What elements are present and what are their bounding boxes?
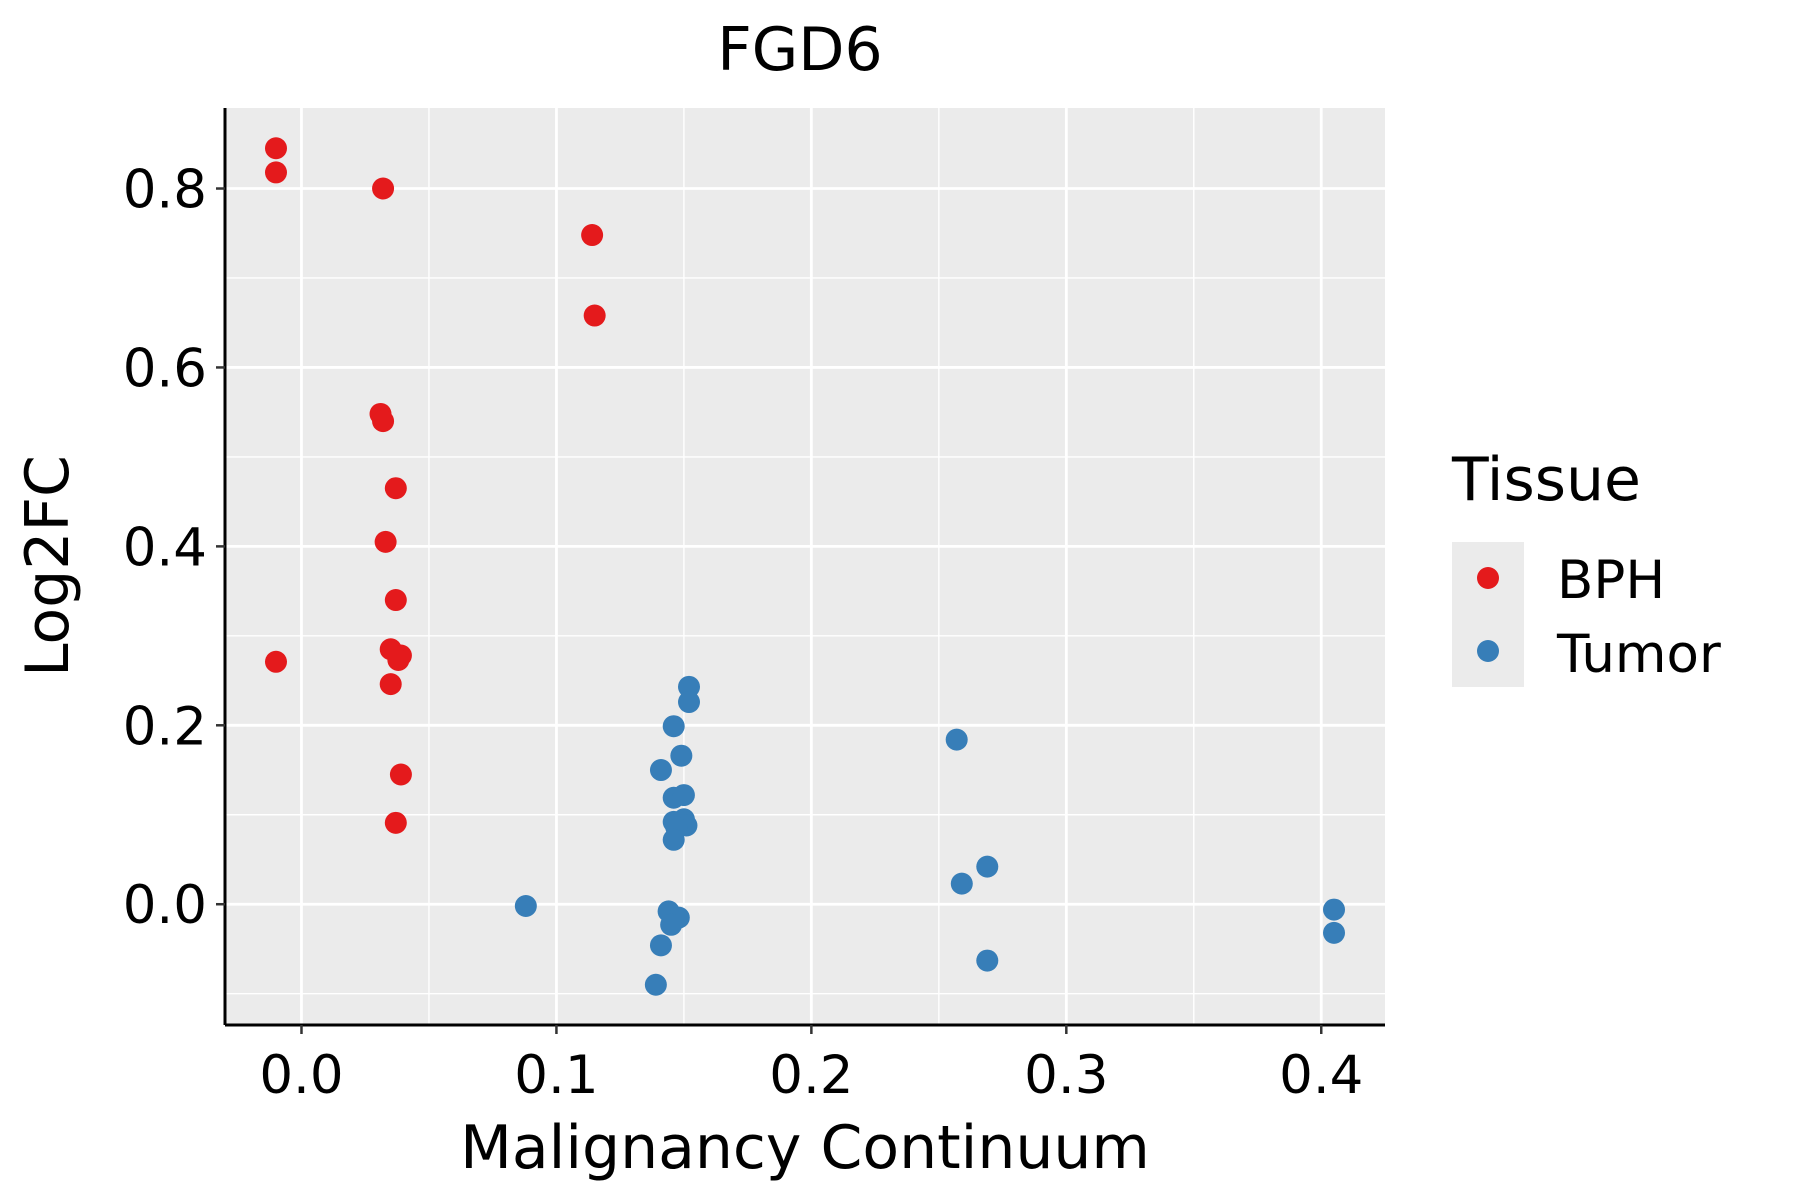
point-bph (372, 177, 395, 200)
point-tumor (649, 759, 672, 782)
legend: Tissue BPH Tumor (1451, 445, 1721, 687)
point-bph (372, 410, 395, 433)
point-bph (581, 224, 604, 247)
grid-lines (225, 108, 1385, 1025)
point-tumor (678, 675, 700, 698)
point-tumor (662, 715, 685, 738)
x-tick-label: 0.0 (259, 1045, 343, 1106)
x-tick-label: 0.3 (1024, 1045, 1108, 1106)
point-tumor (1323, 898, 1346, 921)
point-bph (264, 650, 287, 673)
point-tumor (1323, 921, 1346, 944)
point-tumor (670, 744, 693, 767)
y-axis-title: Log2FC (13, 455, 83, 677)
x-tick-label: 0.2 (769, 1045, 853, 1106)
point-tumor (976, 949, 999, 972)
y-tick-label: 0.6 (123, 338, 207, 399)
data-points (264, 137, 1346, 996)
point-bph (379, 673, 402, 696)
series-bph (264, 137, 606, 834)
legend-key-bph (1477, 567, 1499, 589)
x-tick-label: 0.4 (1279, 1045, 1363, 1106)
y-tick-label: 0.8 (123, 160, 207, 221)
point-bph (387, 648, 410, 671)
series-tumor (514, 675, 1346, 996)
point-bph (374, 530, 397, 553)
y-tick-label: 0.4 (123, 517, 207, 578)
point-tumor (672, 784, 695, 807)
chart-title: FGD6 (717, 15, 882, 85)
point-bph (583, 304, 606, 327)
legend-key-background (1452, 542, 1524, 687)
x-axis-title: Malignancy Continuum (460, 1113, 1150, 1183)
point-tumor (945, 728, 968, 751)
x-axis-ticks: 0.0 0.1 0.2 0.3 0.4 (259, 1025, 1363, 1106)
y-tick-label: 0.2 (123, 696, 207, 757)
legend-label-bph: BPH (1557, 550, 1665, 611)
point-tumor (514, 895, 537, 918)
plot-panel (225, 108, 1385, 1025)
point-tumor (660, 913, 683, 936)
point-tumor (649, 934, 672, 957)
point-bph (384, 811, 407, 834)
point-bph (264, 137, 287, 160)
y-tick-label: 0.0 (123, 875, 207, 936)
point-tumor (644, 973, 667, 996)
legend-label-tumor: Tumor (1556, 624, 1721, 685)
x-tick-label: 0.1 (514, 1045, 598, 1106)
legend-key-tumor (1477, 640, 1499, 662)
point-bph (389, 763, 412, 786)
point-tumor (662, 828, 685, 851)
point-tumor (678, 691, 700, 714)
legend-title: Tissue (1451, 445, 1641, 515)
point-bph (384, 477, 407, 500)
point-bph (264, 161, 287, 184)
point-tumor (950, 872, 973, 895)
point-bph (384, 589, 407, 612)
point-tumor (976, 855, 999, 878)
y-axis-ticks: 0.0 0.2 0.4 0.6 0.8 (123, 160, 225, 936)
